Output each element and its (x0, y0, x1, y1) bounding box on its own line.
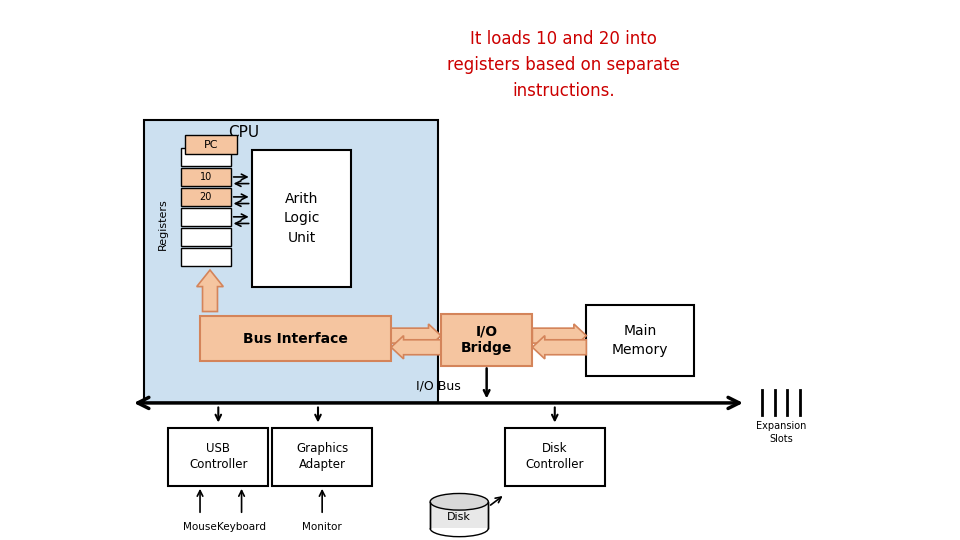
Text: Bus Interface: Bus Interface (243, 332, 348, 346)
FancyArrow shape (391, 324, 441, 347)
FancyArrow shape (391, 336, 441, 359)
Bar (273, 428, 372, 486)
Bar (200, 316, 391, 361)
Bar (144, 120, 439, 403)
Text: Arith
Logic
Unit: Arith Logic Unit (283, 192, 320, 245)
Ellipse shape (430, 494, 489, 510)
Text: 20: 20 (200, 192, 212, 202)
Text: Keyboard: Keyboard (217, 522, 266, 532)
Text: PC: PC (204, 139, 218, 150)
Bar (441, 314, 533, 366)
Bar (180, 247, 230, 266)
Text: I/O
Bridge: I/O Bridge (461, 324, 513, 355)
Text: Expansion
Slots: Expansion Slots (756, 421, 806, 443)
Text: It loads 10 and 20 into
registers based on separate
instructions.: It loads 10 and 20 into registers based … (447, 30, 681, 100)
Text: Disk: Disk (447, 512, 471, 522)
Text: USB
Controller: USB Controller (189, 442, 248, 471)
Bar (168, 428, 268, 486)
Bar (430, 502, 489, 528)
Bar (505, 428, 605, 486)
FancyArrow shape (197, 270, 224, 312)
Bar (180, 208, 230, 226)
Text: 10: 10 (200, 172, 212, 182)
Bar (185, 136, 236, 154)
FancyArrow shape (533, 336, 587, 359)
Text: Registers: Registers (157, 198, 168, 250)
Bar (587, 305, 694, 375)
Text: Disk
Controller: Disk Controller (525, 442, 584, 471)
Bar (180, 228, 230, 246)
Text: Main
Memory: Main Memory (612, 324, 668, 357)
Bar (252, 150, 351, 287)
Text: I/O Bus: I/O Bus (416, 380, 461, 393)
Text: Mouse: Mouse (183, 522, 217, 532)
Bar (180, 188, 230, 206)
FancyArrow shape (533, 324, 587, 347)
Text: Monitor: Monitor (302, 522, 342, 532)
Bar (180, 148, 230, 166)
Text: Graphics
Adapter: Graphics Adapter (296, 442, 348, 471)
Text: CPU: CPU (228, 125, 259, 140)
Bar (180, 168, 230, 186)
